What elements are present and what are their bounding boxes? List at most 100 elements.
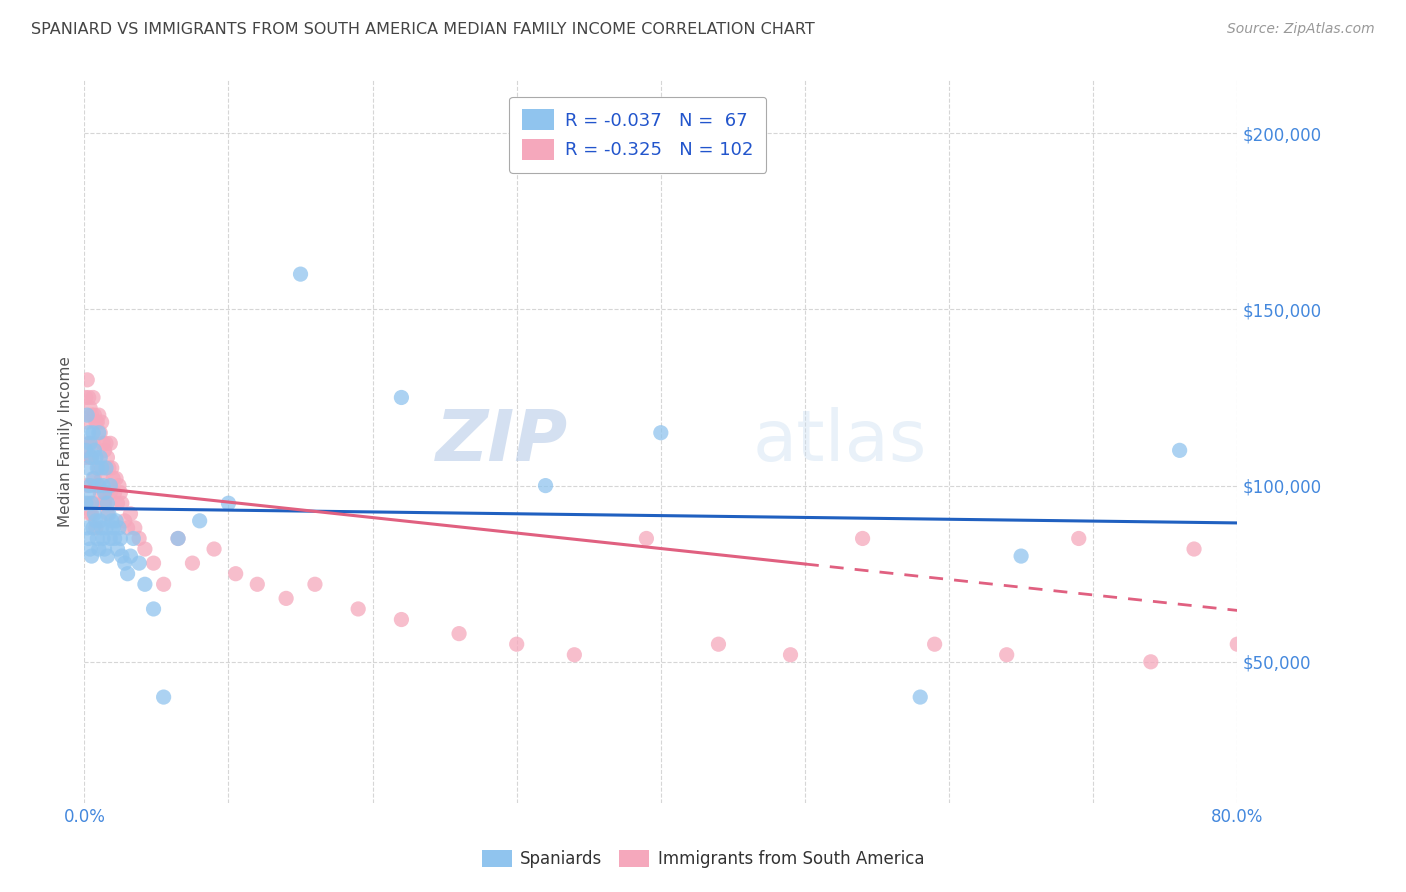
Point	[104, 485, 127, 500]
Point	[90, 415, 112, 429]
Point	[79, 542, 101, 557]
Point	[391, 391, 413, 405]
Point	[76, 415, 98, 429]
Point	[90, 521, 112, 535]
Point	[188, 514, 211, 528]
Point	[82, 496, 104, 510]
Point	[82, 425, 104, 440]
Point	[86, 532, 108, 546]
Point	[77, 436, 100, 450]
Point	[86, 461, 108, 475]
Point	[98, 532, 121, 546]
Point	[110, 532, 132, 546]
Point	[75, 391, 97, 405]
Point	[89, 485, 111, 500]
Point	[80, 408, 103, 422]
Point	[77, 425, 100, 440]
Point	[1182, 542, 1205, 557]
Point	[103, 521, 124, 535]
Point	[117, 521, 139, 535]
Point	[82, 471, 104, 485]
Point	[103, 471, 124, 485]
Point	[111, 549, 134, 563]
Point	[90, 471, 112, 485]
Point	[84, 415, 107, 429]
Point	[120, 549, 142, 563]
Point	[77, 496, 100, 510]
Point	[94, 461, 117, 475]
Point	[98, 436, 121, 450]
Point	[108, 478, 131, 492]
Point	[104, 532, 127, 546]
Point	[94, 521, 117, 535]
Legend: Spaniards, Immigrants from South America: Spaniards, Immigrants from South America	[475, 843, 931, 875]
Point	[91, 532, 114, 546]
Point	[650, 425, 672, 440]
Point	[84, 521, 107, 535]
Point	[636, 532, 658, 546]
Point	[391, 613, 413, 627]
Point	[83, 471, 105, 485]
Point	[111, 496, 134, 510]
Point	[79, 401, 101, 415]
Point	[79, 507, 101, 521]
Point	[89, 450, 111, 465]
Point	[142, 602, 165, 616]
Point	[77, 391, 100, 405]
Point	[91, 436, 114, 450]
Legend: R = -0.037   N =  67, R = -0.325   N = 102: R = -0.037 N = 67, R = -0.325 N = 102	[509, 96, 766, 172]
Point	[83, 408, 105, 422]
Point	[707, 637, 730, 651]
Point	[105, 471, 128, 485]
Point	[1168, 443, 1191, 458]
Point	[1140, 655, 1163, 669]
Point	[86, 415, 108, 429]
Point	[84, 450, 107, 465]
Point	[124, 521, 146, 535]
Point	[96, 450, 118, 465]
Point	[290, 267, 312, 281]
Point	[134, 542, 156, 557]
Point	[96, 549, 118, 563]
Point	[100, 514, 122, 528]
Point	[506, 637, 529, 651]
Point	[564, 648, 586, 662]
Point	[114, 514, 136, 528]
Point	[152, 690, 174, 704]
Point	[77, 485, 100, 500]
Point	[93, 542, 115, 557]
Point	[84, 514, 107, 528]
Point	[1010, 549, 1032, 563]
Point	[218, 496, 240, 510]
Point	[79, 478, 101, 492]
Point	[1327, 626, 1350, 640]
Point	[152, 577, 174, 591]
Point	[122, 532, 145, 546]
Point	[167, 532, 190, 546]
Point	[1067, 532, 1090, 546]
Point	[110, 485, 132, 500]
Point	[1298, 549, 1320, 563]
Point	[76, 373, 98, 387]
Point	[80, 496, 103, 510]
Point	[97, 507, 120, 521]
Point	[91, 478, 114, 492]
Point	[76, 461, 98, 475]
Point	[82, 521, 104, 535]
Point	[75, 443, 97, 458]
Point	[80, 450, 103, 465]
Point	[779, 648, 801, 662]
Point	[181, 556, 204, 570]
Point	[76, 521, 98, 535]
Point	[84, 478, 107, 492]
Point	[107, 496, 129, 510]
Point	[96, 496, 118, 510]
Text: atlas: atlas	[754, 407, 928, 476]
Point	[89, 514, 111, 528]
Point	[86, 478, 108, 492]
Point	[83, 507, 105, 521]
Point	[79, 450, 101, 465]
Point	[87, 408, 110, 422]
Point	[82, 436, 104, 450]
Point	[94, 485, 117, 500]
